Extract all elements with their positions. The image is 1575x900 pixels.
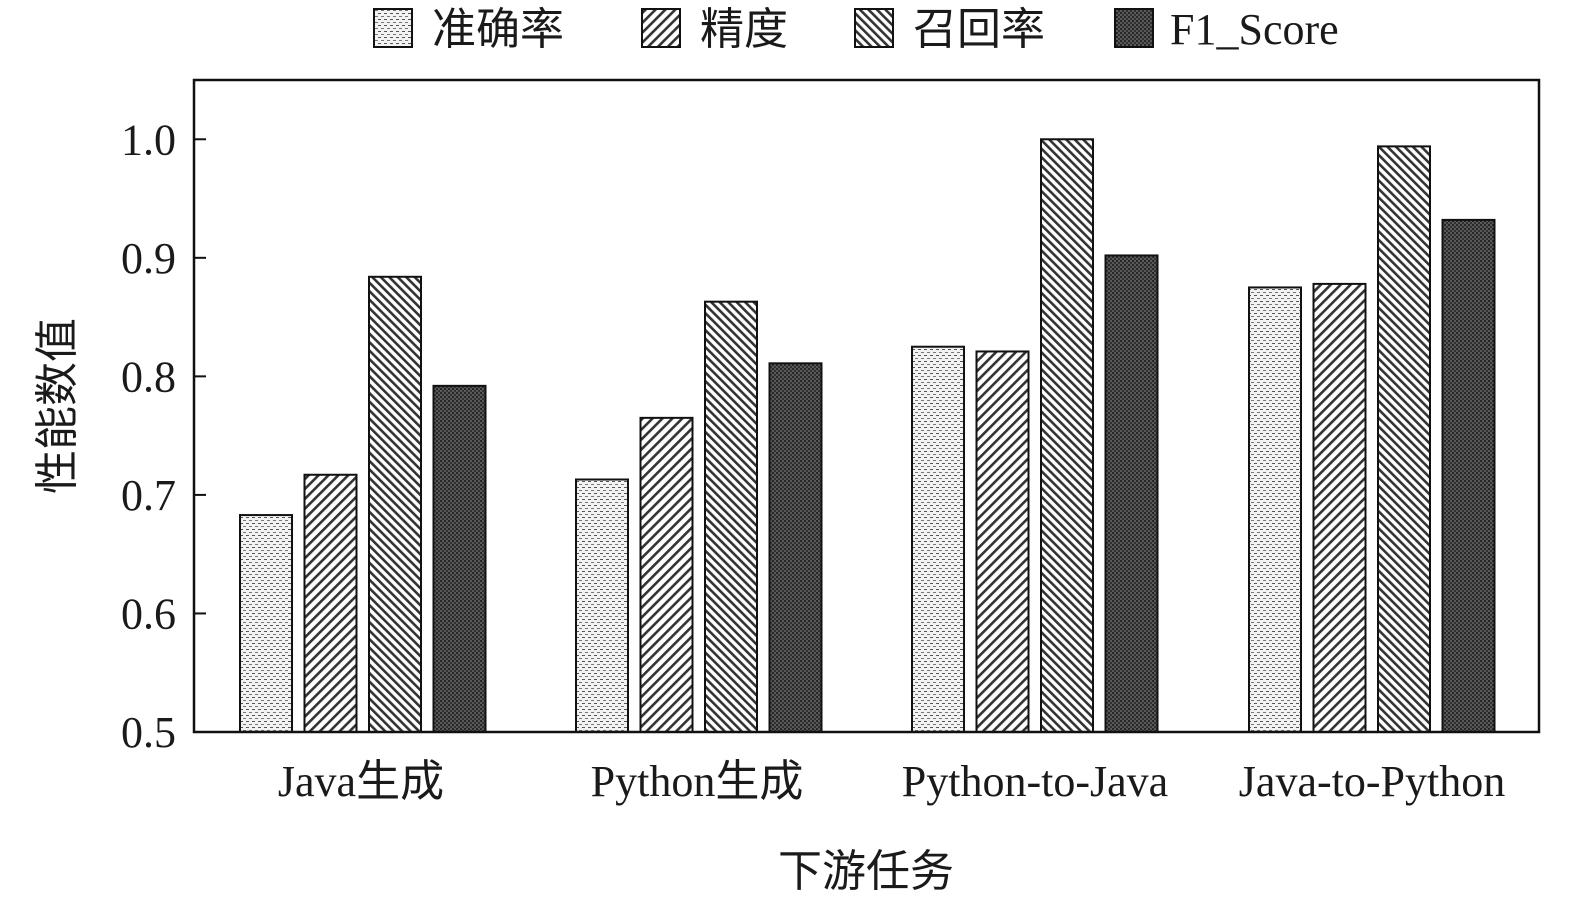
legend-label-0: 准确率: [432, 5, 564, 54]
bar-s0-c1: [575, 478, 629, 733]
x-tick-label-2: Python-to-Java: [902, 757, 1168, 806]
legend-swatch-1: [641, 8, 681, 48]
y-tick-label-1: 0.6: [121, 589, 176, 638]
y-tick-label-4: 0.9: [121, 234, 176, 283]
y-tick-label-2: 0.7: [121, 471, 176, 520]
bar-s2-c0: [368, 275, 422, 733]
bar-s0-c3: [1248, 286, 1302, 733]
legend-item-0: 准确率: [373, 5, 564, 54]
x-tick-label-1: Python生成: [591, 757, 804, 806]
legend-label-2: 召回率: [913, 5, 1045, 54]
bar-s2-c3: [1377, 145, 1431, 734]
bar-s3-c1: [768, 362, 823, 733]
bar-s0-c0: [239, 514, 293, 734]
legend-swatch-2: [854, 8, 894, 48]
bar-s3-c3: [1441, 218, 1496, 734]
legend-item-1: 精度: [641, 5, 788, 54]
x-axis-categories: Java生成 Python生成 Python-to-Java Java-to-Pyth…: [278, 757, 1505, 806]
bar-s3-c2: [1104, 254, 1159, 733]
legend: 准确率 精度 召回率 F1_Score: [373, 5, 1339, 54]
bar-s1-c2: [975, 350, 1030, 733]
bar-s1-c3: [1312, 282, 1367, 733]
plot-frame: [192, 78, 1541, 734]
x-tick-label-3: Java-to-Python: [1239, 757, 1505, 806]
legend-swatch-3: [1114, 8, 1154, 48]
bar-s1-c1: [639, 416, 694, 733]
bar-s3-c0: [432, 384, 487, 733]
legend-item-3: F1_Score: [1114, 5, 1339, 54]
y-tick-label-3: 0.8: [121, 352, 176, 401]
legend-swatch-0: [373, 8, 413, 48]
y-tick-label-0: 0.5: [121, 708, 176, 757]
y-axis-title: 性能数值: [33, 318, 82, 494]
bars: [239, 138, 1496, 734]
x-axis-title: 下游任务: [778, 847, 954, 896]
legend-label-3: F1_Score: [1170, 5, 1339, 54]
x-tick-label-0: Java生成: [278, 757, 444, 806]
bar-s2-c2: [1040, 138, 1094, 734]
y-tick-label-5: 1.0: [121, 115, 176, 164]
bar-s0-c2: [911, 345, 965, 733]
y-axis-ticks: 0.5 0.6 0.7 0.8 0.9 1.0: [121, 115, 206, 757]
legend-item-2: 召回率: [854, 5, 1045, 54]
bar-s2-c1: [704, 300, 758, 733]
legend-label-1: 精度: [700, 5, 788, 54]
bar-s1-c0: [303, 473, 358, 733]
